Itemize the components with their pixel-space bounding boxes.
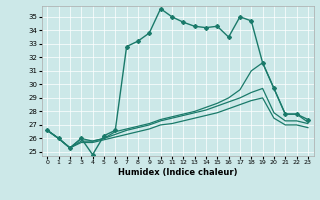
X-axis label: Humidex (Indice chaleur): Humidex (Indice chaleur) xyxy=(118,168,237,177)
